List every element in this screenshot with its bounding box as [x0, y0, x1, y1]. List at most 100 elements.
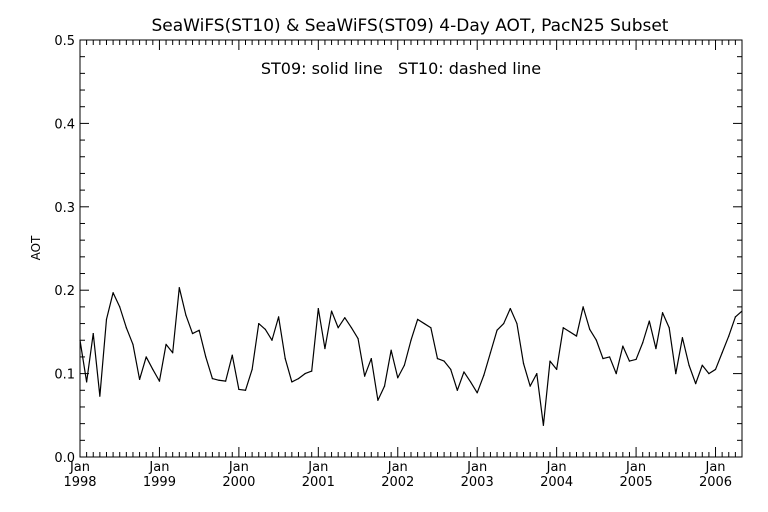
- y-axis-ticks: 0.0 0.1 0.2 0.3 0.4 0.5: [54, 34, 742, 466]
- chart-annotation: ST09: solid line ST10: dashed line: [261, 59, 541, 78]
- data-point: [569, 331, 571, 333]
- data-point: [450, 368, 452, 371]
- data-point: [721, 352, 723, 354]
- x-tick-year-label: 2003: [461, 475, 494, 490]
- data-point: [324, 347, 326, 350]
- x-tick-year-label: 2002: [381, 475, 414, 490]
- x-axis-ticks: Jan1998Jan1999Jan2000Jan2001Jan2002Jan20…: [63, 40, 743, 490]
- data-point: [642, 342, 644, 344]
- data-point: [595, 339, 597, 341]
- data-point: [476, 392, 478, 394]
- data-point: [132, 343, 134, 346]
- data-point: [622, 345, 624, 347]
- data-point: [225, 380, 227, 382]
- data-point: [496, 329, 498, 331]
- x-tick-month-label: Jan: [307, 460, 328, 475]
- data-point: [489, 352, 492, 354]
- y-tick-label: 0.0: [54, 451, 75, 466]
- x-tick-year-label: 1999: [143, 475, 176, 490]
- data-point: [370, 357, 372, 360]
- data-point: [536, 373, 538, 375]
- x-tick-year-label: 1998: [63, 475, 96, 490]
- data-point: [238, 388, 240, 391]
- data-point: [443, 360, 445, 362]
- data-point: [542, 424, 545, 426]
- data-point: [469, 381, 472, 383]
- data-point: [609, 356, 611, 358]
- data-point: [191, 332, 194, 335]
- data-point: [456, 389, 458, 391]
- y-tick-label: 0.4: [54, 117, 75, 132]
- data-point: [99, 395, 101, 397]
- data-point: [251, 368, 253, 371]
- x-tick-month-label: Jan: [704, 460, 725, 475]
- data-point: [483, 374, 485, 376]
- data-point: [145, 356, 147, 358]
- data-point: [152, 368, 154, 371]
- series-layer: [79, 287, 743, 426]
- data-point: [218, 379, 220, 381]
- data-point: [158, 380, 161, 382]
- data-point: [119, 306, 121, 308]
- data-point: [688, 364, 690, 366]
- data-point: [436, 357, 439, 360]
- data-point: [701, 364, 703, 366]
- data-point: [503, 322, 505, 325]
- data-point: [522, 362, 525, 365]
- data-point: [529, 385, 531, 387]
- y-tick-label: 0.2: [54, 284, 75, 299]
- x-tick-month-label: Jan: [387, 460, 408, 475]
- data-point: [628, 360, 631, 362]
- data-point: [390, 349, 392, 351]
- x-tick-year-label: 2006: [699, 475, 732, 490]
- data-point: [178, 287, 180, 289]
- data-point: [364, 375, 366, 377]
- data-point: [86, 381, 88, 383]
- data-point: [311, 370, 313, 372]
- data-point: [562, 327, 564, 329]
- data-point: [344, 317, 346, 319]
- data-point: [615, 373, 617, 375]
- data-point: [330, 310, 333, 312]
- data-point: [403, 364, 405, 366]
- data-point: [509, 307, 511, 310]
- data-point: [397, 377, 399, 379]
- data-point: [258, 322, 260, 325]
- data-point: [357, 337, 359, 340]
- data-point: [463, 371, 465, 373]
- x-tick-month-label: Jan: [228, 460, 249, 475]
- x-tick-year-label: 2004: [540, 475, 573, 490]
- data-point: [589, 328, 591, 330]
- data-point: [410, 339, 412, 341]
- data-point: [92, 332, 94, 335]
- data-point: [668, 327, 670, 329]
- data-point: [635, 358, 637, 361]
- data-point: [556, 368, 558, 371]
- data-point: [112, 292, 114, 294]
- data-point: [350, 327, 353, 329]
- data-point: [423, 322, 425, 325]
- data-point: [695, 383, 697, 385]
- data-point: [244, 389, 247, 391]
- data-point: [211, 378, 213, 380]
- data-point: [734, 316, 736, 318]
- data-point: [582, 306, 584, 308]
- data-point: [317, 307, 319, 310]
- y-tick-label: 0.5: [54, 34, 75, 49]
- data-point: [708, 373, 710, 375]
- x-tick-month-label: Jan: [546, 460, 567, 475]
- data-point: [655, 347, 657, 350]
- x-tick-month-label: Jan: [148, 460, 169, 475]
- data-point: [337, 327, 339, 329]
- data-point: [278, 316, 280, 318]
- data-point: [377, 399, 379, 401]
- data-point: [675, 373, 677, 375]
- data-point: [172, 352, 174, 354]
- y-tick-label: 0.3: [54, 201, 75, 216]
- data-point: [291, 381, 293, 383]
- data-point: [165, 343, 167, 346]
- series-line-st09: [79, 287, 743, 426]
- y-axis-label: AOT: [29, 235, 43, 260]
- data-point: [549, 360, 551, 362]
